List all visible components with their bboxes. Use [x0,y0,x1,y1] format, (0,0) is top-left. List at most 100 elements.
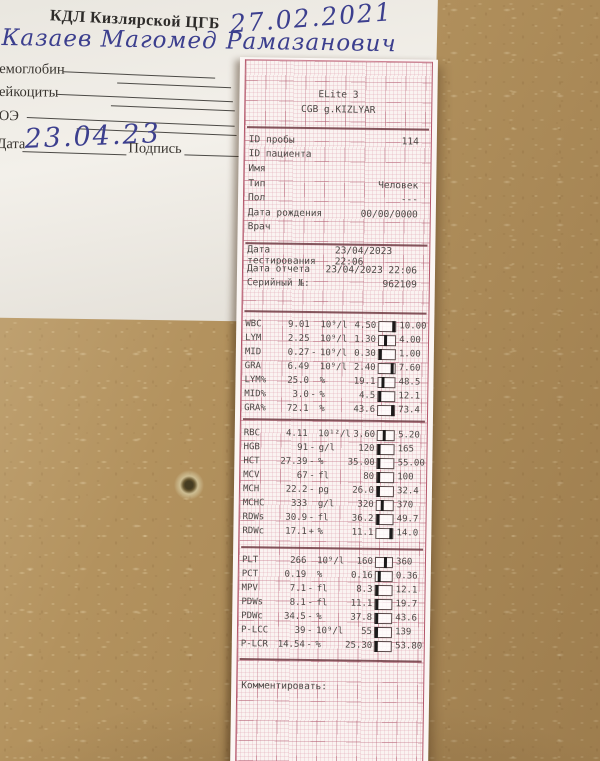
range-gauge [376,404,395,416]
range-gauge [373,612,392,624]
parameter-value: 0.27 [287,347,310,358]
ref-high: 55.00 [397,458,425,469]
row-value: 00/00/0000 [360,208,418,221]
wbc-results-section: WBC 9.01 10⁹/l 4.50 10.00 LYM 2.25 10⁹/l 1.30 4.0… [241,317,428,418]
row-value: 962109 [382,278,417,291]
gauge-cell [376,362,397,374]
parameter-value: 266 [290,555,307,566]
gauge-cell [376,348,397,360]
range-gauge [377,348,396,360]
gauge-marker [375,598,379,610]
field-label-leukocytes: ейкоциты [0,83,59,101]
parameter-value: 39 [294,625,306,636]
gauge-marker [382,429,386,441]
abnormal-flag: - [307,625,313,637]
abnormal-flag: - [307,611,313,623]
gauge-cell [372,626,393,638]
parameter-name: P-LCC [240,625,269,636]
abnormal-flag: - [307,583,314,595]
parameter-unit: fl [316,584,328,595]
gauge-marker [391,404,395,416]
ref-high: 32.4 [397,486,419,497]
ref-low: 11.1 [351,527,374,538]
analyzer-receipt: ELite 3 CGB g.KIZLYAR ID пробы 114 ID паци… [230,57,438,761]
row-value: 23/04/2023 22:06 [325,264,418,277]
ref-high: 165 [397,444,414,455]
gauge-marker [375,584,379,596]
parameter-name: P-LCR [240,639,268,650]
parameter-value: 25.0 [287,375,310,386]
ref-high: 7.60 [398,363,421,374]
range-gauge [375,443,395,455]
gauge-cell [373,556,394,568]
parameter-unit: 10⁹/l [320,320,348,331]
gauge-cell [372,584,393,596]
ref-high: 49.7 [396,514,419,525]
parameter-value: 9.01 [287,319,310,330]
parameter-value: 67 [296,470,308,481]
ref-high: 0.36 [395,571,418,582]
gauge-cell [375,457,396,469]
receipt-grid-paper: ELite 3 CGB g.KIZLYAR ID пробы 114 ID паци… [235,59,433,761]
gauge-marker [378,390,382,402]
result-row: GRA% 72.1% 43.6 73.4 [241,401,427,418]
gauge-cell [375,404,396,416]
ref-high: 5.20 [398,430,420,441]
parameter-name: PDWc [241,611,263,622]
parameter-value: 17.1 [285,526,307,537]
range-gauge [377,334,396,346]
receipt-header: ELite 3 CGB g.KIZLYAR [245,86,431,119]
parameter-value: 2.25 [287,333,310,344]
wood-knot [174,470,204,500]
parameter-name: MPV [241,583,258,594]
parameter-name: RDWs [242,512,265,523]
abnormal-flag: - [310,348,317,359]
parameter-name: WBC [245,319,262,330]
ref-low: 8.3 [356,584,373,595]
ref-high: 12.1 [395,585,418,596]
ref-low: 320 [357,499,374,510]
range-gauge [376,390,395,402]
row-value: 114 [401,136,419,148]
gauge-cell [374,485,395,497]
range-gauge [376,376,396,388]
row-label: Пол [247,192,266,204]
parameter-unit: 10¹²/l [318,429,351,440]
range-gauge [375,513,394,525]
ref-low: 2.40 [353,362,376,373]
parameter-value: 91 [297,442,309,453]
parameter-value: 72.1 [286,403,309,414]
row-label: Серийный №: [246,277,310,289]
section-divider [239,658,422,663]
ref-low: 36.2 [351,513,374,524]
ref-high: 12.1 [398,391,421,402]
parameter-name: PDWs [241,597,264,608]
parameter-name: MID% [244,389,267,400]
ref-high: 53.80 [395,641,423,652]
gauge-marker [377,443,381,455]
gauge-marker [377,485,381,497]
abnormal-flag: - [310,390,316,401]
abnormal-flag: - [308,513,315,524]
parameter-name: MCV [243,470,260,481]
range-gauge [374,584,393,596]
parameter-unit: % [319,376,326,387]
gauge-marker [375,626,379,638]
test-meta-rows: Дата тестирования 23/04/2023 22:06 Дата от… [243,244,430,292]
gauge-cell [374,499,395,511]
ref-low: 1.30 [354,334,377,345]
ref-low: 35.00 [347,457,375,468]
range-gauge [373,626,392,638]
blank-line [117,82,232,89]
row-value: --- [400,194,419,206]
abnormal-flag: + [308,527,314,538]
parameter-unit: g/l [317,499,335,510]
range-gauge [375,485,394,497]
plt-results-section: PLT 266 10⁹/l 160 360 PCT 0.19% 0.16 0.36 MPV 7.1-… [238,553,425,654]
gauge-marker [377,471,381,483]
section-divider [244,310,427,315]
result-row: RDWc 17.1 +% 11.1 14.0 [239,524,425,541]
ref-low: 80 [363,471,375,482]
blank-line [63,71,216,79]
